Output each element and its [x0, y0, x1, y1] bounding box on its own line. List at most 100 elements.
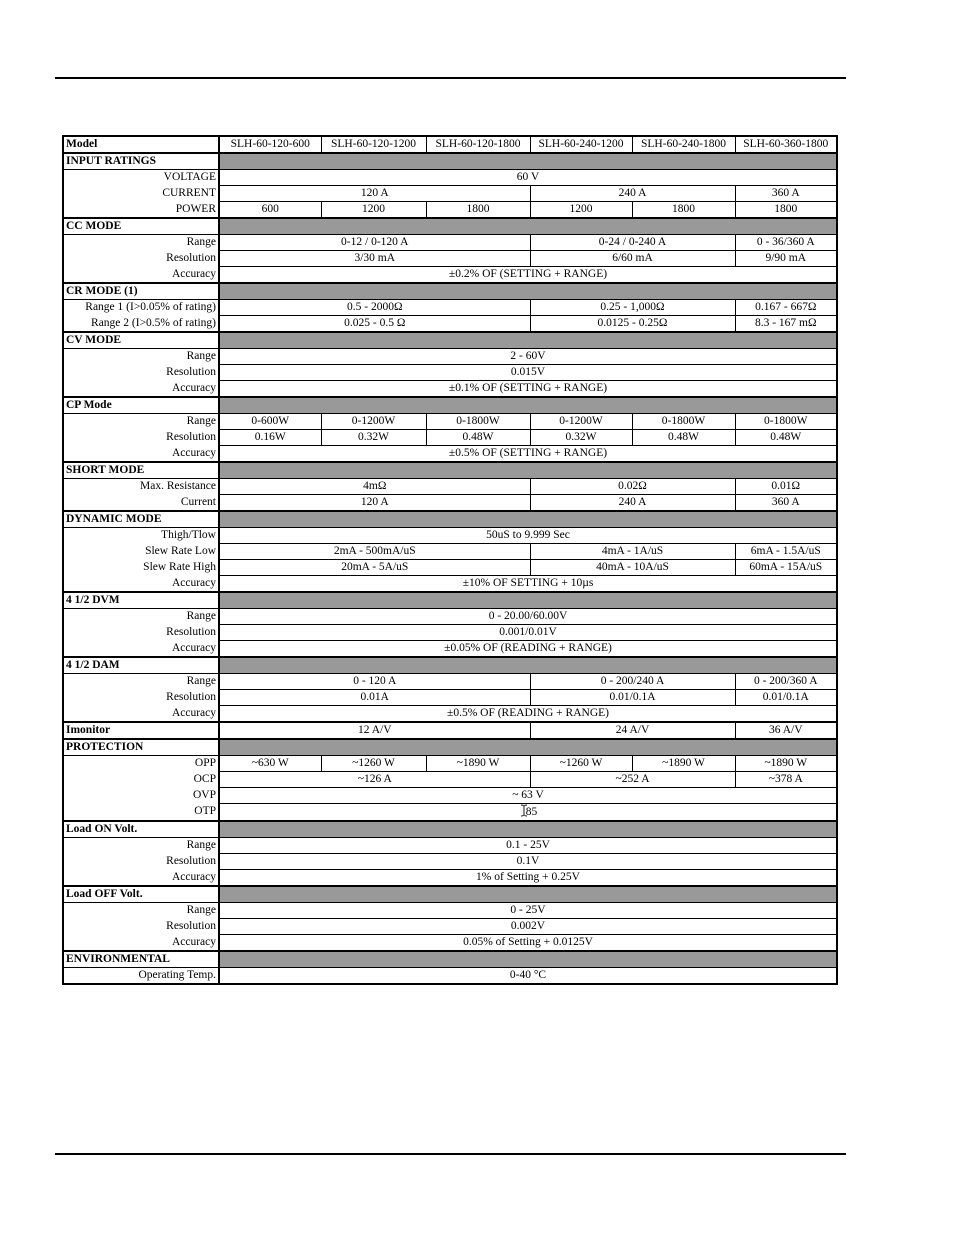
spec-row: Resolution 0.002V: [63, 918, 838, 935]
row-label: Accuracy: [63, 640, 220, 657]
row-label: Thigh/Tlow: [63, 527, 220, 544]
spec-row: Range 0 - 20.00/60.00V: [63, 608, 838, 625]
section-bar: [218, 331, 838, 349]
spec-row: POWER 600 1200 1800 1200 1800 1800: [63, 201, 838, 219]
model-header-row: Model SLH-60-120-600 SLH-60-120-1200 SLH-60…: [63, 135, 838, 154]
spec-value-cell: 0-1200W: [529, 413, 633, 430]
section-bar: [218, 820, 838, 838]
spec-value-cell: 360 A: [734, 185, 838, 202]
section-title: CC MODE: [63, 217, 220, 235]
spec-row: Accuracy ±0.1% OF (SETTING + RANGE): [63, 380, 838, 398]
spec-value-cell: ±0.1% OF (SETTING + RANGE): [218, 380, 838, 398]
spec-value-cell: 50uS to 9.999 Sec: [218, 527, 838, 544]
spec-row: Accuracy ±0.5% OF (READING + RANGE): [63, 705, 838, 723]
section-bar: [218, 461, 838, 479]
spec-value-cell: 0 - 20.00/60.00V: [218, 608, 838, 625]
section-bar: [218, 738, 838, 756]
spec-value-cell: 0.01Ω: [734, 478, 838, 495]
spec-value-cell: 0.1V: [218, 853, 838, 870]
row-label: Range: [63, 673, 220, 690]
section-title: INPUT RATINGS: [63, 152, 220, 170]
row-label: Accuracy: [63, 934, 220, 951]
section-row: SHORT MODE: [63, 461, 838, 479]
spec-value-cell: 0.16W: [218, 429, 322, 446]
section-bar: [218, 152, 838, 170]
row-label: Accuracy: [63, 705, 220, 722]
section-bar: [218, 591, 838, 609]
spec-value-cell: 0.05% of Setting + 0.0125V: [218, 934, 838, 952]
spec-row: Resolution 0.16W 0.32W 0.48W 0.32W 0.48W 0.48W: [63, 429, 838, 446]
spec-row: Accuracy ±10% OF SETTING + 10µs: [63, 575, 838, 593]
spec-value-cell: ~378 A: [734, 771, 838, 788]
section-row: PROTECTION: [63, 738, 838, 756]
section-title: CV MODE: [63, 331, 220, 349]
spec-value-cell: 0-12 / 0-120 A: [218, 234, 531, 251]
section-row: CR MODE (1): [63, 282, 838, 300]
row-label: Resolution: [63, 918, 220, 935]
spec-value-cell: 0.002V: [218, 918, 838, 935]
row-label: Resolution: [63, 429, 220, 446]
row-label: Slew Rate High: [63, 559, 220, 576]
spec-value-cell: ~ 63 V: [218, 787, 838, 804]
spec-value-cell: 0.01/0.1A: [529, 689, 736, 706]
spec-value-cell: 4mΩ: [218, 478, 531, 495]
section-row: 4 1/2 DVM: [63, 591, 838, 609]
row-label: Accuracy: [63, 445, 220, 462]
section-title: ENVIRONMENTAL: [63, 950, 220, 968]
row-label: Resolution: [63, 364, 220, 381]
text-cursor-icon: [519, 804, 529, 817]
spec-value-cell: ~630 W: [218, 755, 322, 772]
model-column-header: SLH-60-120-1200: [320, 135, 427, 154]
row-label: Accuracy: [63, 380, 220, 397]
spec-value-cell: ±10% OF SETTING + 10µs: [218, 575, 838, 593]
model-column-header: SLH-60-360-1800: [734, 135, 838, 154]
section-bar: [218, 656, 838, 674]
model-column-header: SLH-60-120-600: [218, 135, 322, 154]
section-row: 4 1/2 DAM: [63, 656, 838, 674]
spec-value-cell: 8.3 - 167 mΩ: [734, 315, 838, 333]
spec-value-cell: 0-1200W: [320, 413, 427, 430]
spec-row: Max. Resistance 4mΩ 0.02Ω 0.01Ω: [63, 478, 838, 495]
spec-row: Resolution 3/30 mA 6/60 mA 9/90 mA: [63, 250, 838, 267]
spec-row: OCP ~126 A ~252 A ~378 A: [63, 771, 838, 788]
row-label: Range: [63, 348, 220, 365]
spec-row: Slew Rate High 20mA - 5A/uS 40mA - 10A/uS 6…: [63, 559, 838, 576]
spec-value-cell: 0.167 - 667Ω: [734, 299, 838, 316]
section-bar: [218, 217, 838, 235]
spec-value-cell: ~1890 W: [734, 755, 838, 772]
spec-value-cell: 0-24 / 0-240 A: [529, 234, 736, 251]
spec-value-cell: 2 - 60V: [218, 348, 838, 365]
spec-value-cell: ±0.5% OF (SETTING + RANGE): [218, 445, 838, 463]
section-row: ENVIRONMENTAL: [63, 950, 838, 968]
spec-value-cell: 0.02Ω: [529, 478, 736, 495]
row-label: Accuracy: [63, 575, 220, 592]
row-label: Range: [63, 837, 220, 854]
section-bar: [218, 950, 838, 968]
model-column-header: SLH-60-240-1200: [529, 135, 633, 154]
row-label: OTP: [63, 803, 220, 821]
spec-row: Current 120 A 240 A 360 A: [63, 494, 838, 512]
section-title: 4 1/2 DVM: [63, 591, 220, 609]
spec-value-cell: 0.01/0.1A: [734, 689, 838, 706]
section-bar: [218, 885, 838, 903]
spec-value-cell: 600: [218, 201, 322, 219]
spec-row: Thigh/Tlow 50uS to 9.999 Sec: [63, 527, 838, 544]
spec-value-cell: 0-1800W: [425, 413, 531, 430]
row-label: Accuracy: [63, 869, 220, 886]
row-label: POWER: [63, 201, 220, 218]
row-label: Range 2 (I>0.5% of rating): [63, 315, 220, 332]
spec-value-cell: 0-1800W: [631, 413, 736, 430]
row-label: Current: [63, 494, 220, 511]
spec-value-cell: 1800: [631, 201, 736, 219]
bottom-rule: [55, 1153, 846, 1155]
spec-row: Accuracy 1% of Setting + 0.25V: [63, 869, 838, 887]
spec-row: OVP ~ 63 V: [63, 787, 838, 804]
row-label: OVP: [63, 787, 220, 804]
spec-value-cell: 0.1 - 25V: [218, 837, 838, 854]
section-bar: [218, 396, 838, 414]
spec-row: Range 1 (I>0.05% of rating) 0.5 - 2000Ω 0.…: [63, 299, 838, 316]
row-label: OCP: [63, 771, 220, 788]
spec-value-cell: 1200: [529, 201, 633, 219]
spec-value-cell: 60mA - 15A/uS: [734, 559, 838, 576]
